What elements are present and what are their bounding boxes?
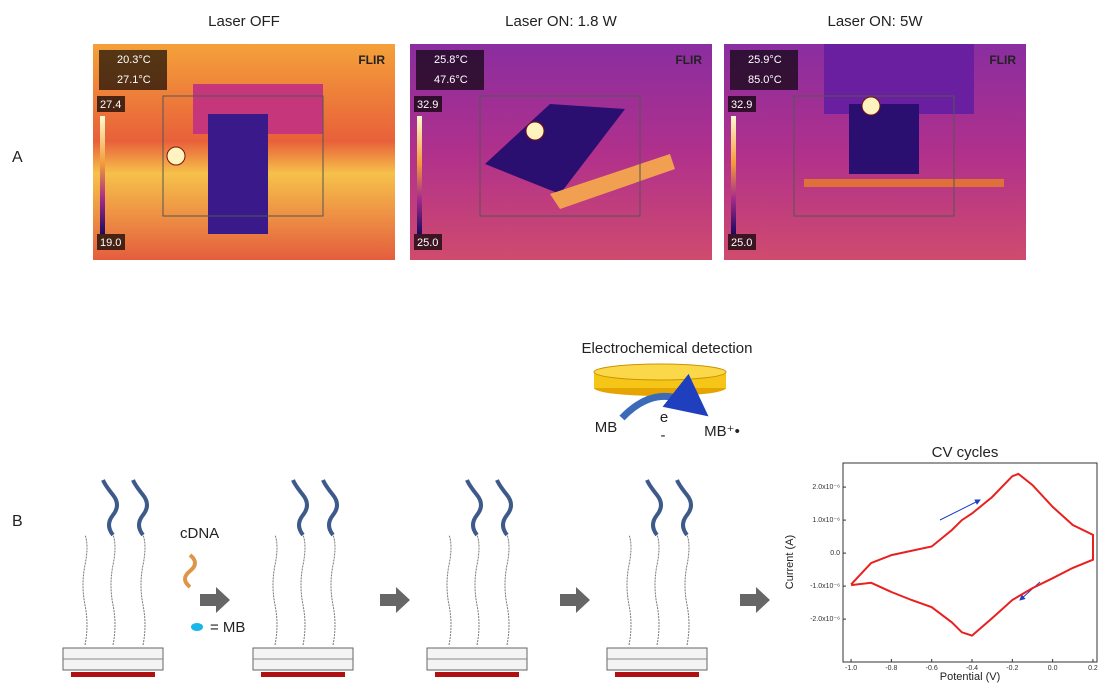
mb-legend: = MB	[210, 619, 245, 636]
y-tick-label: -1.0x10⁻⁶	[810, 583, 840, 590]
image-title: Laser ON: 1.8 W	[505, 13, 618, 30]
mb-label: MB	[595, 419, 618, 436]
image-title: Laser ON: 5W	[827, 13, 923, 30]
heater	[435, 672, 519, 677]
dna-probe	[103, 480, 117, 535]
linker	[273, 535, 277, 645]
linker	[627, 535, 631, 645]
mb-dot	[191, 623, 203, 631]
y-tick-label: 1.0x10⁻⁶	[812, 517, 840, 524]
y-tick-label: 0.0	[830, 550, 840, 557]
mb-ox-label: MB⁺•	[704, 423, 740, 440]
linker	[475, 535, 479, 645]
scan-arrow	[940, 500, 980, 520]
scale-bar	[417, 116, 422, 234]
hot-spot	[862, 97, 880, 115]
electrode-cap	[594, 364, 726, 380]
figure: A B Laser OFF20.3°C27.1°CFLIR27.419.0Las…	[0, 0, 1101, 683]
linker	[505, 535, 509, 645]
scan-arrow	[1020, 582, 1040, 600]
step-arrow	[380, 587, 410, 613]
step-arrow	[740, 587, 770, 613]
reading: 25.9°C	[748, 54, 782, 66]
dna-probe	[323, 480, 337, 535]
image-title: Laser OFF	[208, 13, 280, 30]
scale-bar	[731, 116, 736, 234]
flir-logo: FLIR	[358, 53, 385, 67]
warm-object	[824, 44, 974, 114]
reading: 85.0°C	[748, 74, 782, 86]
scale-min: 25.0	[417, 237, 438, 249]
y-tick-label: 2.0x10⁻⁶	[812, 484, 840, 491]
heater	[261, 672, 345, 677]
y-axis-label: Current (A)	[784, 535, 796, 589]
panel-label: B	[12, 513, 23, 530]
flir-logo: FLIR	[989, 53, 1016, 67]
x-tick-label: -0.8	[885, 665, 897, 672]
dna-probe	[293, 480, 307, 535]
electron-label: e	[660, 409, 668, 426]
x-axis-label: Potential (V)	[940, 671, 1001, 683]
reading: 25.8°C	[434, 54, 468, 66]
chart-title: CV cycles	[932, 444, 999, 461]
electron-charge: -	[661, 427, 666, 444]
plot-frame	[843, 463, 1097, 662]
dna-probe	[677, 480, 691, 535]
hot-spot	[167, 147, 185, 165]
x-tick-label: 0.0	[1048, 665, 1058, 672]
heater	[71, 672, 155, 677]
cdna-strand	[185, 555, 195, 587]
linker	[111, 535, 115, 645]
linker	[685, 535, 689, 645]
heater	[615, 672, 699, 677]
scale-min: 19.0	[100, 237, 121, 249]
flir-logo: FLIR	[675, 53, 702, 67]
scale-bar	[100, 116, 105, 234]
x-tick-label: 0.2	[1088, 665, 1098, 672]
dna-probe	[133, 480, 147, 535]
linker	[447, 535, 451, 645]
reading: 47.6°C	[434, 74, 468, 86]
scale-max: 27.4	[100, 99, 121, 111]
y-tick-label: -2.0x10⁻⁶	[810, 616, 840, 623]
x-tick-label: -0.6	[926, 665, 938, 672]
linker	[83, 535, 87, 645]
thermal-images: Laser OFF 20.3°C 27.1°C FLIR 27.4 19.0 Laser O…	[93, 13, 1026, 260]
step-arrow	[200, 587, 230, 613]
linker	[655, 535, 659, 645]
dna-probe	[647, 480, 661, 535]
scale-min: 25.0	[731, 237, 752, 249]
cdna-label: cDNA	[180, 525, 219, 542]
x-tick-label: -0.4	[966, 665, 978, 672]
dna-probe	[467, 480, 481, 535]
step-arrow	[560, 587, 590, 613]
detection-title: Electrochemical detection	[582, 340, 753, 357]
panel-label: A	[12, 149, 23, 166]
x-tick-label: -1.0	[845, 665, 857, 672]
linker	[141, 535, 145, 645]
cold-object	[849, 104, 919, 174]
linker	[331, 535, 335, 645]
reading: 27.1°C	[117, 74, 151, 86]
x-tick-label: -0.2	[1006, 665, 1018, 672]
schematic	[63, 480, 770, 677]
hot-spot	[526, 122, 544, 140]
dna-probe	[497, 480, 511, 535]
reading: 20.3°C	[117, 54, 151, 66]
cv-plot: -1.0 -0.8 -0.6 -0.4 -0.2 0.0 0.2 -2.0x10⁻⁶ -1.0x…	[810, 474, 1098, 672]
scale-max: 32.9	[731, 99, 752, 111]
linker	[301, 535, 305, 645]
warm-strip	[804, 179, 1004, 187]
cv-curve	[851, 474, 1093, 636]
scale-max: 32.9	[417, 99, 438, 111]
